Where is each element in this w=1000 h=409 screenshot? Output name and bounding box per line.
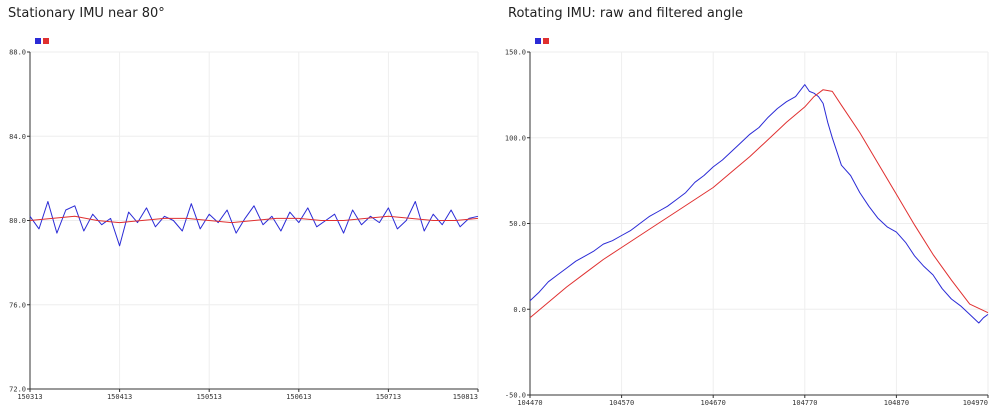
y-tick-label: 150.0 xyxy=(505,49,526,57)
x-tick-label: 104970 xyxy=(963,399,988,407)
y-tick-label: 50.0 xyxy=(509,220,526,228)
y-tick-label: 100.0 xyxy=(505,134,526,142)
x-tick-label: 104470 xyxy=(517,399,542,407)
y-tick-label: 76.0 xyxy=(9,301,26,309)
series-line-1 xyxy=(529,89,989,319)
x-tick-label: 150713 xyxy=(376,393,401,401)
series-line-1 xyxy=(29,215,479,224)
chart-rotating-imu: -50.0 0.0 50.0 100.0 150.0 104470 104570 104670… xyxy=(505,38,989,407)
legend-swatch-0 xyxy=(535,38,541,44)
x-tick-label: 104770 xyxy=(792,399,817,407)
x-tick-label: 150813 xyxy=(453,393,478,401)
x-tick-label: 150313 xyxy=(17,393,42,401)
legend-swatch-1 xyxy=(543,38,549,44)
y-tick-label: 84.0 xyxy=(9,133,26,141)
chart-title: Stationary IMU near 80° xyxy=(8,6,165,21)
x-tick-label: 104670 xyxy=(701,399,726,407)
y-tick-label: -50.0 xyxy=(505,392,526,400)
legend-swatch-1 xyxy=(43,38,49,44)
y-tick-label: 0.0 xyxy=(513,306,526,314)
chart-panel-left: Stationary IMU near 80° 72.0 76.0 80.0 84.0… xyxy=(8,6,479,401)
x-tick-label: 104570 xyxy=(609,399,634,407)
chart-stationary-imu: 72.0 76.0 80.0 84.0 88.0 150313 150413 150513 15… xyxy=(9,38,479,401)
x-tick-label: 150613 xyxy=(286,393,311,401)
series-line-0 xyxy=(529,84,989,324)
y-tick-label: 72.0 xyxy=(9,386,26,394)
x-tick-label: 104870 xyxy=(884,399,909,407)
series-line-0 xyxy=(29,201,479,247)
x-tick-label: 150413 xyxy=(107,393,132,401)
y-tick-label: 88.0 xyxy=(9,49,26,57)
y-tick-label: 80.0 xyxy=(9,217,26,225)
legend-swatch-0 xyxy=(35,38,41,44)
chart-title: Rotating IMU: raw and filtered angle xyxy=(508,6,743,21)
x-tick-label: 150513 xyxy=(197,393,222,401)
chart-panel-right: Rotating IMU: raw and filtered angle -50… xyxy=(500,0,1000,409)
